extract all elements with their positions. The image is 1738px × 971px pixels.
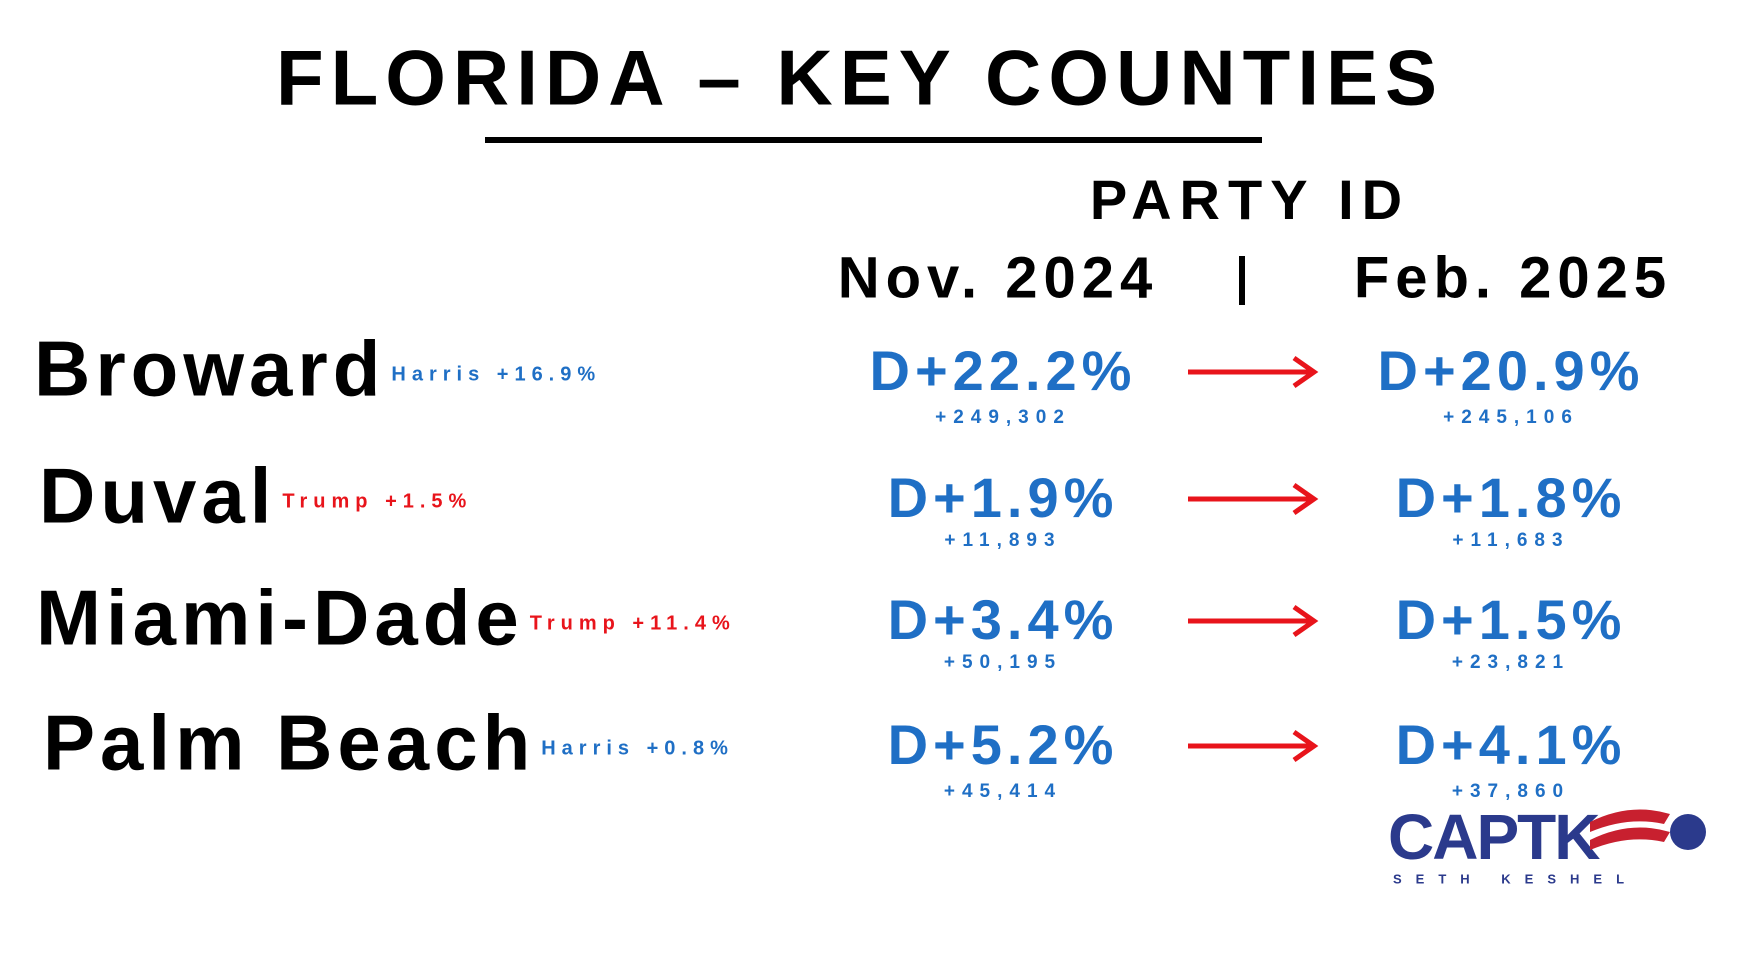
- election-result: Trump +1.5%: [282, 490, 472, 512]
- election-result: Trump +11.4%: [530, 612, 736, 634]
- logo: CAPTK SETH KESHEL: [1388, 801, 1706, 886]
- party-count: +50,195: [944, 652, 1062, 673]
- party-count: +23,821: [1452, 652, 1570, 673]
- county-name: Miami-Dade: [36, 574, 524, 662]
- title: FLORIDA – KEY COUNTIES: [276, 34, 1444, 122]
- logo-name: CAPTK: [1388, 801, 1600, 873]
- party-margin: D+1.9%: [888, 466, 1119, 529]
- party-margin: D+20.9%: [1378, 339, 1645, 402]
- logo-flag: [1590, 809, 1670, 850]
- party-count: +45,414: [944, 781, 1062, 802]
- party-margin: D+3.4%: [888, 588, 1119, 651]
- election-result: Harris +16.9%: [391, 363, 601, 385]
- party-margin: D+1.5%: [1396, 588, 1627, 651]
- party-count: +245,106: [1443, 407, 1579, 428]
- county-name: Duval: [39, 452, 276, 540]
- header: PARTY ID: [1090, 168, 1410, 231]
- arrow: [1188, 729, 1319, 763]
- column-label: Feb. 2025: [1354, 245, 1672, 310]
- party-margin: D+5.2%: [888, 713, 1119, 776]
- party-margin: D+4.1%: [1396, 713, 1627, 776]
- party-count: +11,683: [1452, 530, 1569, 551]
- county-name: Broward: [34, 325, 385, 413]
- arrow: [1188, 482, 1319, 516]
- party-count: +37,860: [1452, 781, 1570, 802]
- county-name: Palm Beach: [43, 699, 535, 787]
- logo-subtitle: SETH KESHEL: [1393, 871, 1638, 886]
- party-margin: D+22.2%: [870, 339, 1137, 402]
- arrow: [1188, 604, 1319, 638]
- arrow: [1188, 355, 1319, 389]
- party-count: +249,302: [935, 407, 1071, 428]
- party-margin: D+1.8%: [1396, 466, 1627, 529]
- column-label: Nov. 2024: [838, 245, 1159, 310]
- election-result: Harris +0.8%: [541, 737, 734, 759]
- party-count: +11,893: [944, 530, 1061, 551]
- logo-eagle: [1670, 814, 1706, 850]
